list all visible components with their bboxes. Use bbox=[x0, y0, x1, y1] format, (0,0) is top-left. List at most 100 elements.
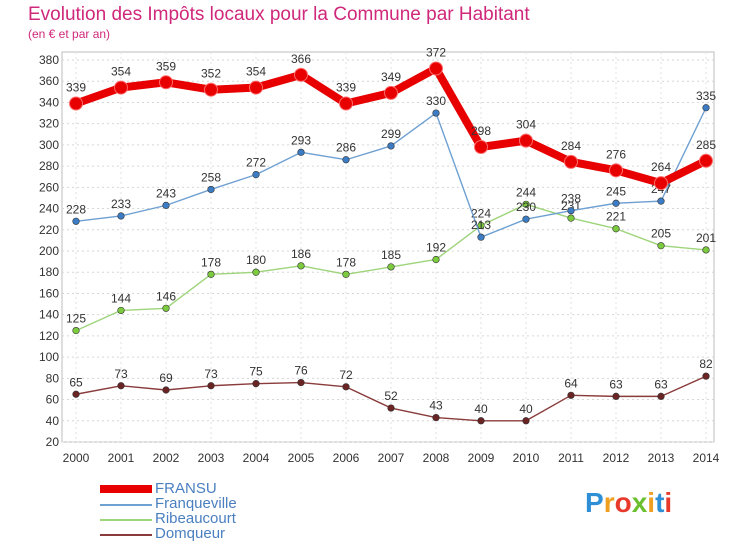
data-point bbox=[432, 109, 440, 117]
plot-frame bbox=[61, 51, 715, 443]
y-tick-label: 220 bbox=[39, 223, 59, 237]
y-tick-label: 280 bbox=[39, 159, 59, 173]
data-point bbox=[567, 214, 575, 222]
y-tick-label: 340 bbox=[39, 95, 59, 109]
logo-letter: i bbox=[664, 487, 673, 518]
logo-letter: P bbox=[585, 487, 604, 518]
data-point bbox=[162, 386, 170, 394]
y-tick-label: 20 bbox=[46, 435, 60, 449]
data-label: 69 bbox=[159, 371, 173, 385]
y-tick-label: 180 bbox=[39, 265, 59, 279]
data-point bbox=[429, 61, 443, 76]
data-label: 276 bbox=[606, 147, 626, 161]
data-point bbox=[297, 378, 305, 387]
chart-legend: FRANSU Franqueville Ribeaucourt Domqueur bbox=[100, 481, 360, 542]
data-label: 258 bbox=[201, 170, 221, 184]
data-point bbox=[342, 270, 350, 278]
data-point bbox=[114, 80, 128, 95]
data-label: 63 bbox=[609, 377, 623, 391]
data-label: 73 bbox=[204, 367, 218, 381]
data-label: 205 bbox=[651, 227, 671, 241]
data-label: 372 bbox=[426, 45, 446, 59]
y-tick-label: 200 bbox=[39, 244, 59, 258]
data-label: 339 bbox=[336, 81, 356, 95]
logo-letter: o bbox=[614, 487, 632, 518]
x-tick-label: 2001 bbox=[108, 451, 135, 465]
data-point bbox=[384, 85, 398, 100]
data-label: 64 bbox=[564, 376, 578, 390]
data-label: 349 bbox=[381, 70, 401, 84]
data-point bbox=[657, 197, 665, 205]
legend-swatch bbox=[100, 519, 152, 521]
data-label: 299 bbox=[381, 127, 401, 141]
data-point bbox=[339, 96, 353, 111]
data-point bbox=[474, 140, 488, 155]
y-tick-label: 300 bbox=[39, 138, 59, 152]
data-label: 65 bbox=[69, 375, 83, 389]
logo-letter: t bbox=[655, 487, 665, 518]
data-label: 228 bbox=[66, 202, 86, 216]
data-label: 244 bbox=[516, 185, 536, 199]
data-point bbox=[702, 372, 710, 380]
data-label: 76 bbox=[294, 364, 308, 378]
logo-letter: i bbox=[647, 487, 656, 518]
x-tick-label: 2008 bbox=[423, 451, 450, 465]
data-label: 293 bbox=[291, 133, 311, 147]
y-tick-label: 380 bbox=[39, 53, 59, 67]
data-label: 75 bbox=[249, 365, 263, 379]
data-point bbox=[207, 382, 215, 390]
data-point bbox=[204, 82, 218, 97]
data-point bbox=[477, 417, 485, 425]
y-tick-label: 80 bbox=[46, 371, 60, 385]
data-label: 230 bbox=[516, 200, 536, 214]
data-label: 224 bbox=[471, 207, 491, 221]
data-label: 43 bbox=[429, 399, 443, 413]
data-label: 354 bbox=[111, 65, 131, 79]
data-point bbox=[342, 156, 350, 164]
x-tick-label: 2000 bbox=[63, 451, 90, 465]
data-label: 178 bbox=[336, 255, 356, 269]
data-point bbox=[702, 104, 710, 112]
x-tick-label: 2009 bbox=[468, 451, 495, 465]
legend-label: Ribeaucourt bbox=[155, 510, 236, 527]
data-point bbox=[564, 154, 578, 169]
data-label: 354 bbox=[246, 65, 266, 79]
x-tick-label: 2005 bbox=[288, 451, 315, 465]
logo-letter: r bbox=[603, 487, 615, 518]
data-label: 63 bbox=[654, 377, 668, 391]
y-tick-label: 240 bbox=[39, 202, 59, 216]
data-point bbox=[657, 392, 665, 400]
data-label: 40 bbox=[474, 402, 488, 416]
data-label: 52 bbox=[384, 389, 398, 403]
data-label: 359 bbox=[156, 59, 176, 73]
data-point bbox=[297, 262, 305, 270]
data-point bbox=[294, 67, 308, 82]
data-point bbox=[162, 304, 170, 312]
y-tick-label: 40 bbox=[46, 414, 60, 428]
data-point bbox=[117, 382, 125, 390]
chart-title: Evolution des Impôts locaux pour la Comm… bbox=[28, 4, 530, 25]
data-point bbox=[249, 80, 263, 95]
data-point bbox=[657, 242, 665, 250]
data-point bbox=[699, 153, 713, 168]
data-point bbox=[522, 200, 530, 208]
data-point bbox=[159, 75, 173, 90]
x-tick-label: 2002 bbox=[153, 451, 180, 465]
data-label: 186 bbox=[291, 247, 311, 261]
data-point bbox=[387, 404, 395, 412]
data-point bbox=[432, 255, 440, 264]
x-tick-label: 2013 bbox=[648, 451, 675, 465]
logo-letter: x bbox=[631, 487, 648, 518]
x-tick-label: 2011 bbox=[558, 451, 584, 465]
y-tick-label: 160 bbox=[39, 286, 59, 300]
data-point bbox=[522, 215, 530, 223]
data-point bbox=[477, 221, 485, 230]
legend-item-franqueville: Franqueville bbox=[100, 496, 360, 512]
x-tick-label: 2010 bbox=[513, 451, 540, 465]
data-label: 82 bbox=[699, 357, 713, 371]
data-point bbox=[612, 199, 620, 207]
y-tick-label: 140 bbox=[39, 308, 59, 322]
data-point bbox=[612, 392, 620, 400]
